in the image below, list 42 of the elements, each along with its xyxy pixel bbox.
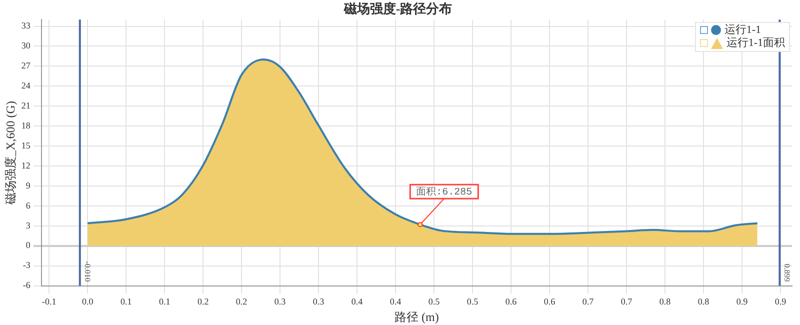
- x-tick-label: 0.7: [620, 296, 633, 307]
- annotation: 面积:6.285: [416, 186, 472, 199]
- chart-title: 磁场强度-路径分布: [342, 1, 452, 16]
- legend-label: 运行1-1: [724, 24, 761, 37]
- ref-line-label: 0.899: [782, 264, 792, 282]
- x-tick-label: 0.6: [505, 296, 518, 307]
- x-tick-label: 0.2: [236, 296, 248, 307]
- x-tick-label: 0.0: [82, 296, 94, 307]
- y-tick-label: -6: [22, 280, 31, 290]
- x-tick-label: 0.1: [120, 296, 132, 307]
- x-tick-label: 0.5: [428, 296, 440, 307]
- x-axis-title: 路径 (m): [394, 310, 439, 324]
- y-axis-title: 磁场强度_X,600 (G): [3, 101, 18, 206]
- y-tick-label: 15: [21, 140, 31, 150]
- x-tick-label: 0.8: [698, 296, 710, 307]
- x-tick-label: 0.8: [659, 296, 672, 307]
- y-tick-label: 24: [21, 80, 31, 91]
- y-tick-label: 30: [21, 40, 31, 51]
- x-tick-label: 0.1: [158, 296, 170, 307]
- y-tick-label: 21: [21, 100, 30, 110]
- y-tick-label: 9: [26, 180, 31, 190]
- y-tick-label: 3: [26, 220, 31, 230]
- x-tick-label: 0.3: [312, 296, 325, 307]
- legend-label: 运行1-1面积: [726, 36, 785, 50]
- x-tick-label: 0.6: [544, 296, 556, 307]
- x-tick-label: 0.9: [736, 296, 748, 307]
- ref-line-label: -0.010: [82, 261, 92, 282]
- x-tick-label: 0.3: [274, 296, 286, 307]
- y-tick-label: 33: [21, 20, 31, 31]
- y-tick-label: 18: [21, 120, 31, 130]
- x-tick-label: 0.5: [466, 296, 479, 307]
- x-tick-label: 0.2: [197, 296, 209, 307]
- x-tick-label: 0.4: [390, 296, 402, 307]
- x-tick-label: -0.1: [42, 296, 56, 307]
- x-tick-label: 0.4: [351, 296, 364, 307]
- x-tick-label: 0.9: [774, 296, 787, 307]
- y-tick-label: -3: [22, 260, 31, 270]
- y-tick-label: 27: [21, 60, 31, 71]
- y-tick-label: 12: [21, 160, 30, 170]
- y-tick-label: 6: [26, 200, 31, 210]
- x-tick-label: 0.7: [582, 296, 594, 307]
- y-tick-label: 0: [26, 240, 31, 250]
